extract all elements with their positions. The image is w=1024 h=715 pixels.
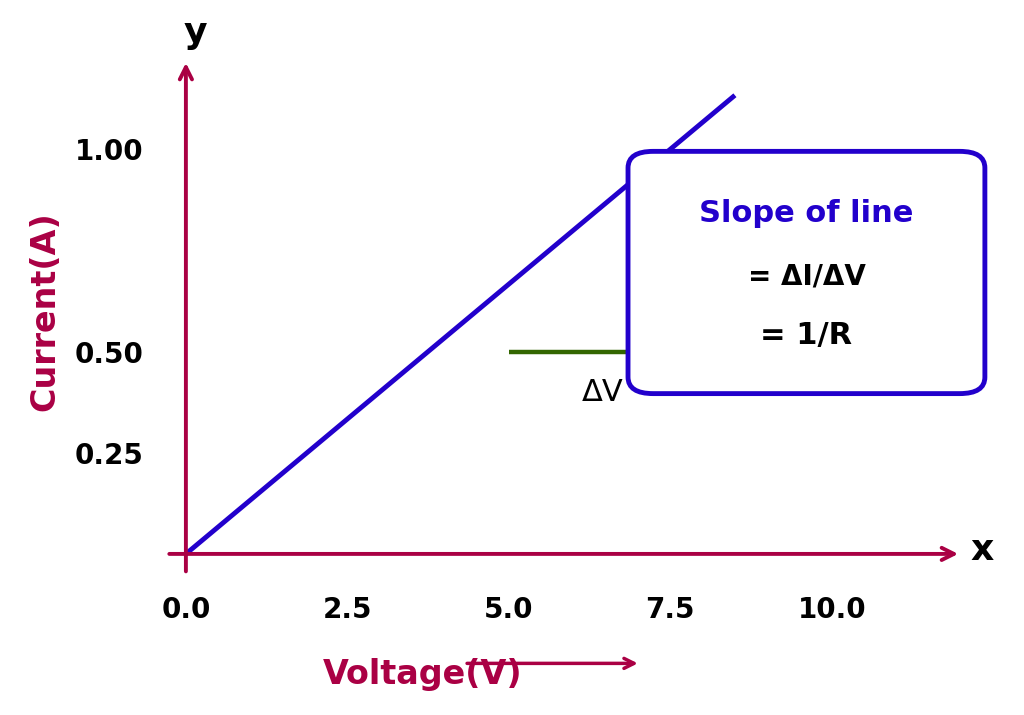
Text: = ΔI/ΔV: = ΔI/ΔV bbox=[748, 262, 865, 291]
Text: = 1/R: = 1/R bbox=[761, 321, 853, 350]
Text: ΔI: ΔI bbox=[686, 236, 717, 265]
FancyBboxPatch shape bbox=[628, 152, 985, 393]
Text: ΔV: ΔV bbox=[582, 378, 624, 407]
Text: Voltage(V): Voltage(V) bbox=[323, 658, 522, 691]
Text: y: y bbox=[184, 16, 207, 50]
Text: Current(A): Current(A) bbox=[28, 211, 61, 411]
Text: x: x bbox=[971, 533, 994, 567]
Text: Slope of line: Slope of line bbox=[699, 199, 913, 228]
